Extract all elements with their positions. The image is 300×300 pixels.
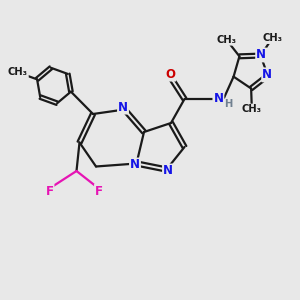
Text: CH₃: CH₃ [242, 104, 262, 115]
Text: N: N [256, 49, 266, 62]
Text: F: F [95, 184, 103, 198]
Text: CH₃: CH₃ [217, 35, 236, 45]
Text: CH₃: CH₃ [8, 68, 28, 77]
Text: N: N [262, 68, 272, 81]
Text: N: N [118, 100, 128, 114]
Text: H: H [224, 99, 233, 110]
Text: N: N [163, 164, 173, 178]
Text: CH₃: CH₃ [262, 33, 282, 43]
Text: N: N [213, 92, 224, 105]
Text: F: F [46, 184, 53, 198]
Text: N: N [130, 158, 140, 172]
Text: O: O [165, 68, 176, 81]
